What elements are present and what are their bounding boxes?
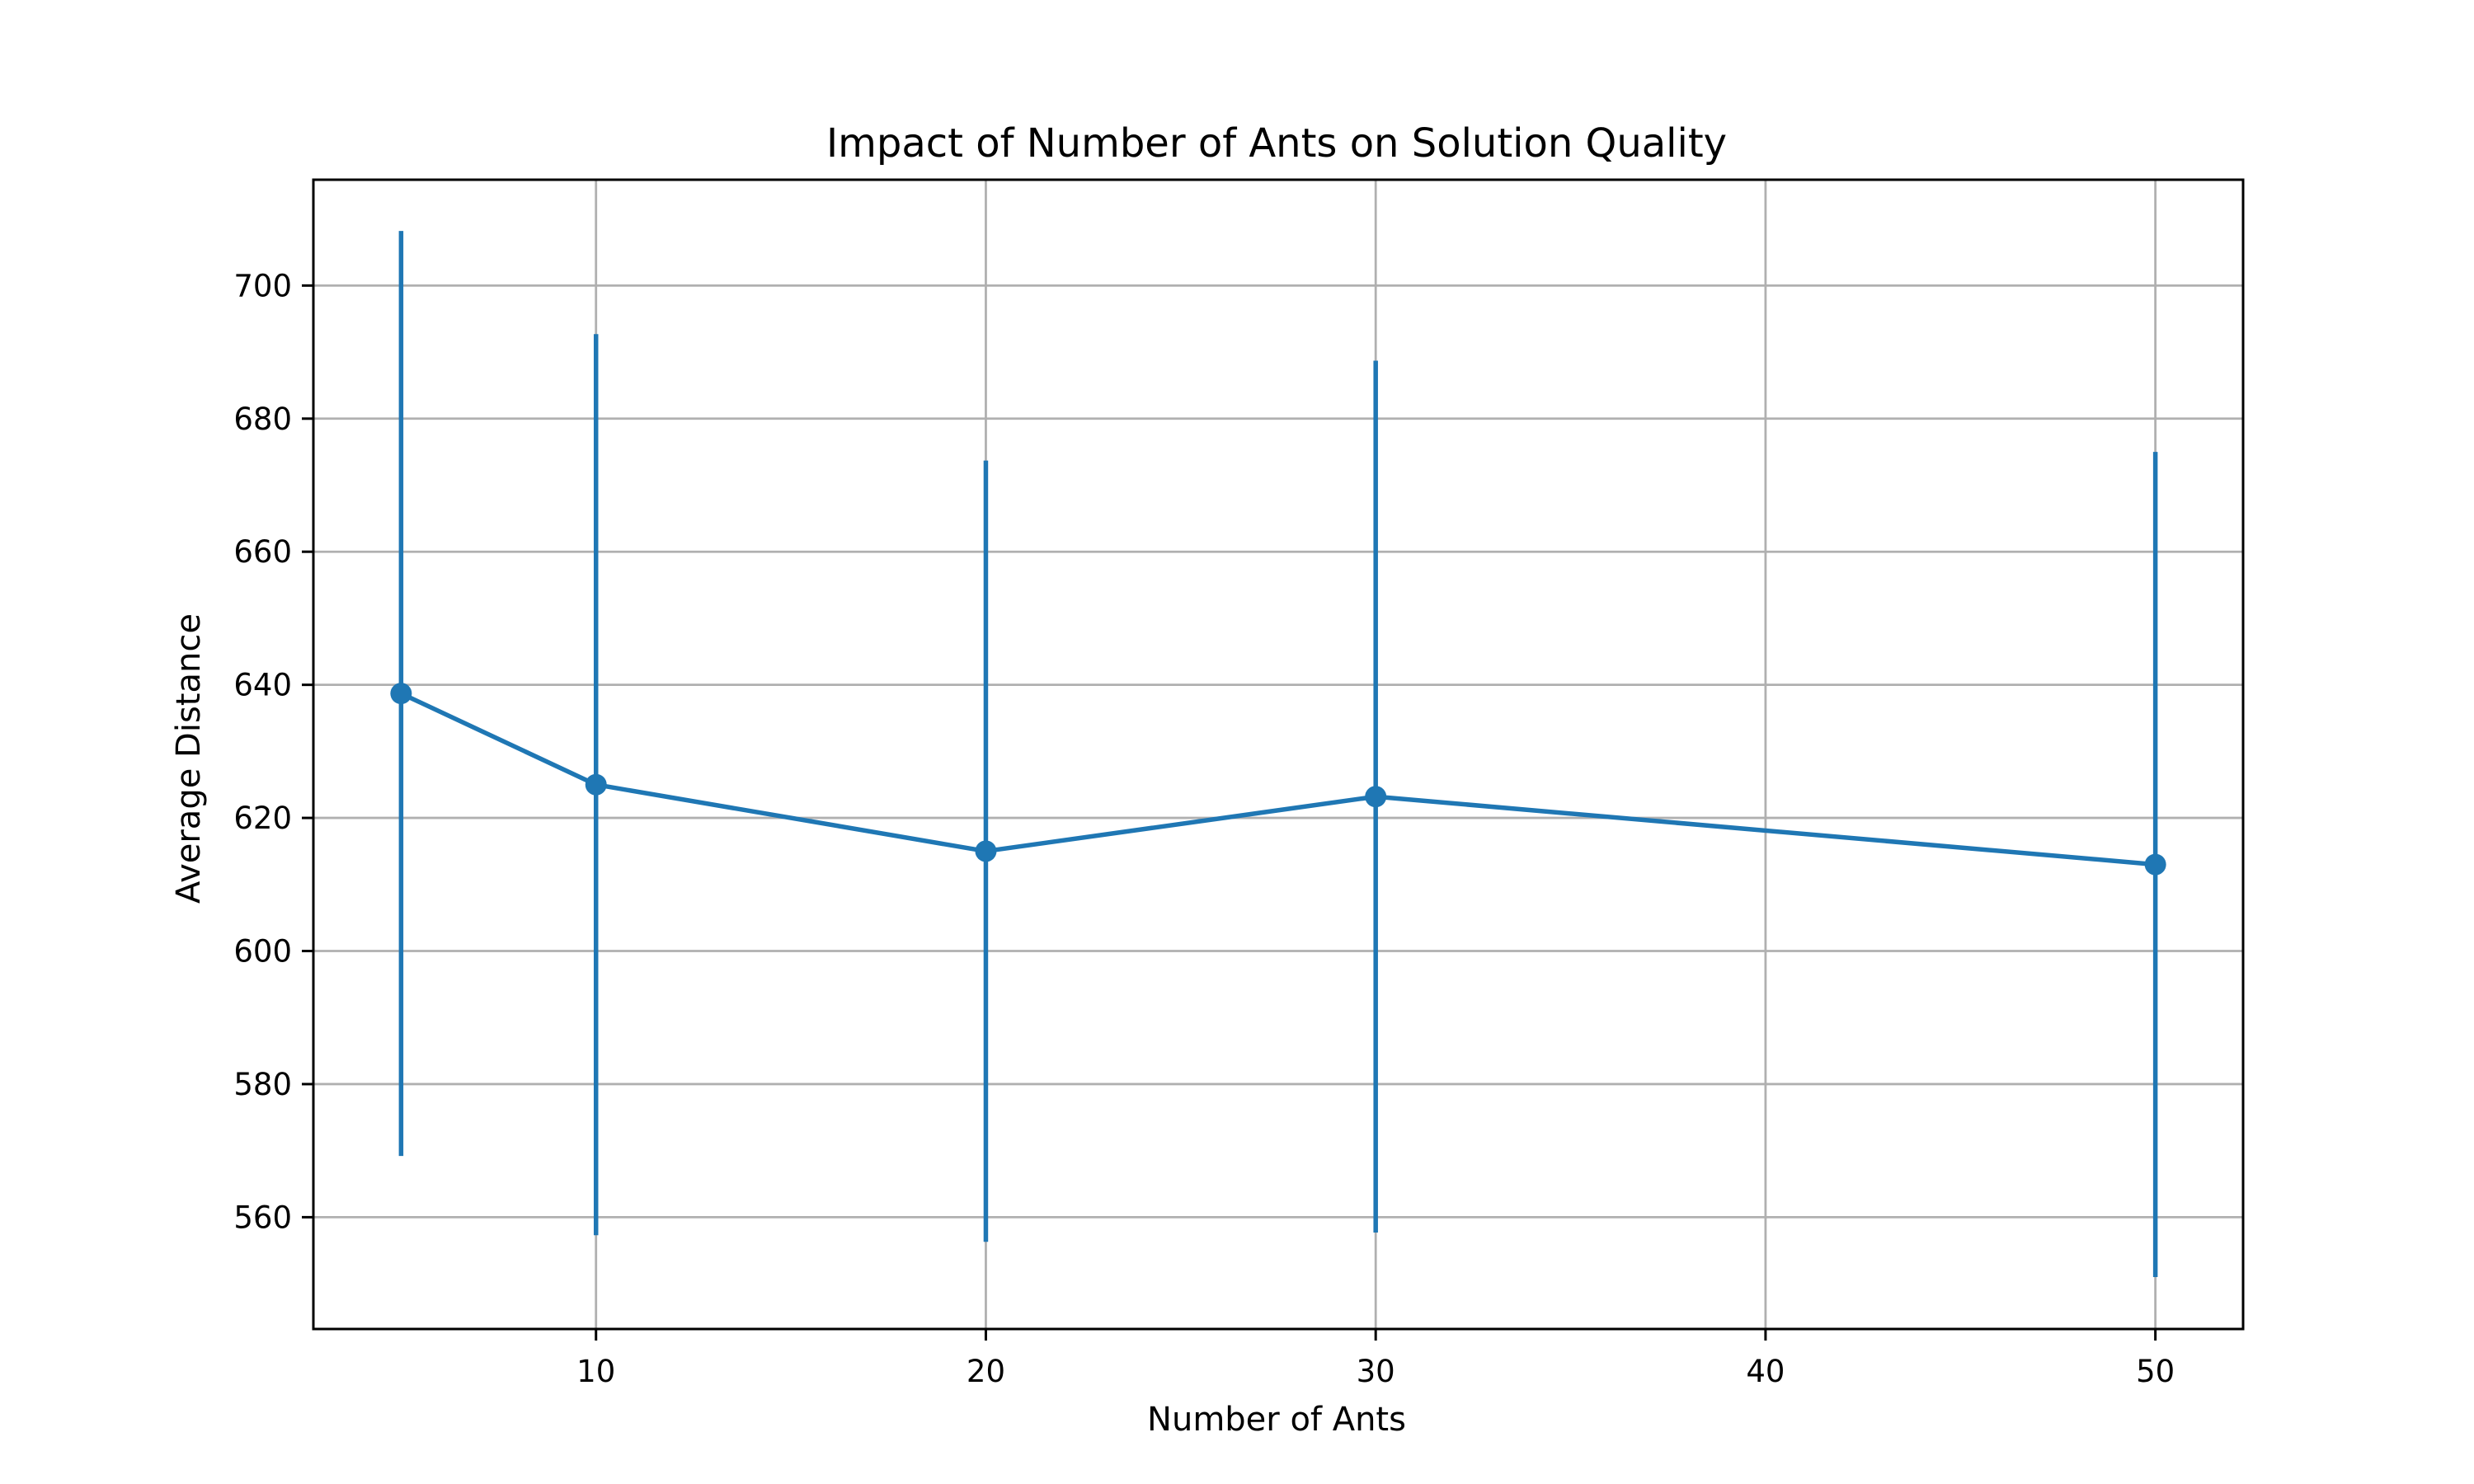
y-tick-label: 680 [233, 402, 292, 437]
y-tick-label: 580 [233, 1067, 292, 1102]
plot-frame [312, 178, 2245, 1331]
data-point [975, 840, 997, 862]
y-tick-label: 640 [233, 668, 292, 703]
data-point [585, 773, 607, 796]
x-tick-label: 50 [2136, 1354, 2175, 1389]
x-tick-label: 40 [1746, 1354, 1785, 1389]
y-axis-label: Average Distance [170, 613, 208, 904]
chart-title: Impact of Number of Ants on Solution Qua… [826, 120, 1727, 167]
x-tick-label: 10 [576, 1354, 615, 1389]
data-point [1365, 786, 1387, 808]
x-tick-label: 30 [1357, 1354, 1395, 1389]
x-axis-label: Number of Ants [1147, 1401, 1406, 1439]
x-tick-label: 20 [967, 1354, 1005, 1389]
axis-ticks: 10 20 30 40 50 560 580 600 620 640 660 680 700 [233, 268, 2175, 1389]
data-point [2144, 853, 2166, 876]
y-tick-label: 620 [233, 801, 292, 836]
y-tick-label: 600 [233, 934, 292, 970]
grid [313, 180, 2243, 1329]
data-point [390, 683, 412, 705]
series-line [397, 690, 2158, 867]
y-tick-label: 660 [233, 534, 292, 570]
y-tick-label: 700 [233, 268, 292, 303]
series [390, 231, 2166, 1278]
y-tick-label: 560 [233, 1200, 292, 1235]
